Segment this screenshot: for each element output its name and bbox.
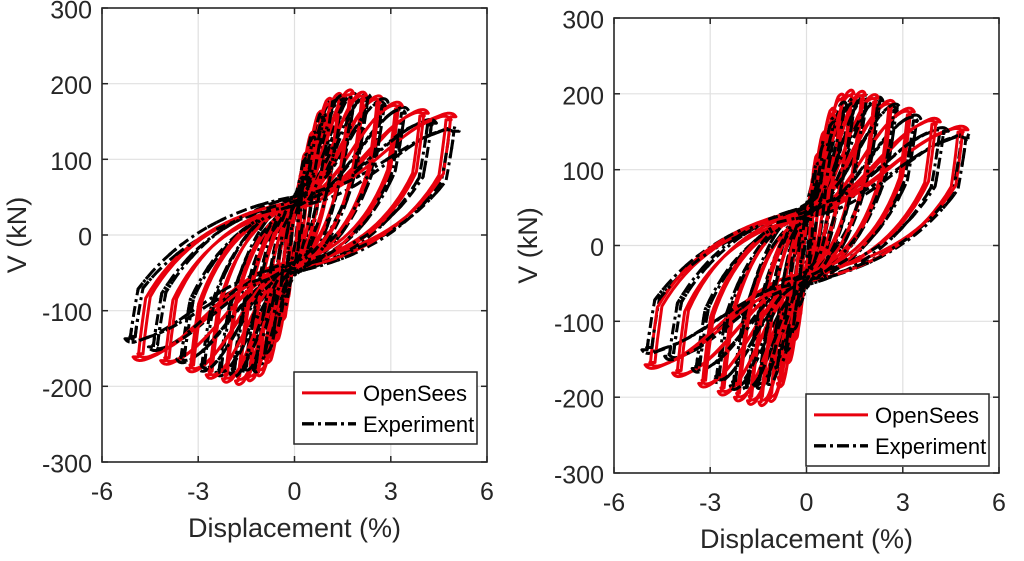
svg-text:-200: -200 xyxy=(42,375,92,403)
svg-text:0: 0 xyxy=(78,224,92,252)
svg-text:3: 3 xyxy=(384,478,398,506)
svg-text:-6: -6 xyxy=(603,489,625,517)
svg-text:OpenSees: OpenSees xyxy=(875,403,979,428)
svg-text:Experiment: Experiment xyxy=(363,412,474,437)
svg-text:3: 3 xyxy=(896,489,910,517)
svg-text:6: 6 xyxy=(480,478,494,506)
svg-text:-6: -6 xyxy=(91,478,113,506)
svg-text:200: 200 xyxy=(50,72,92,100)
svg-text:-100: -100 xyxy=(554,310,604,338)
svg-text:-3: -3 xyxy=(187,478,209,506)
svg-text:Experiment: Experiment xyxy=(875,434,986,459)
svg-text:OpenSees: OpenSees xyxy=(363,381,467,406)
svg-text:300: 300 xyxy=(562,7,604,35)
svg-text:0: 0 xyxy=(590,234,604,262)
svg-text:-100: -100 xyxy=(42,299,92,327)
svg-text:0: 0 xyxy=(800,489,814,517)
svg-text:100: 100 xyxy=(50,148,92,176)
svg-text:V (kN): V (kN) xyxy=(2,197,32,274)
svg-text:0: 0 xyxy=(288,478,302,506)
svg-text:Displacement (%): Displacement (%) xyxy=(700,524,913,554)
svg-text:-300: -300 xyxy=(42,451,92,479)
svg-text:200: 200 xyxy=(562,82,604,110)
svg-text:100: 100 xyxy=(562,158,604,186)
svg-text:6: 6 xyxy=(992,489,1006,517)
svg-text:300: 300 xyxy=(50,0,92,25)
svg-text:Displacement (%): Displacement (%) xyxy=(188,513,401,543)
svg-text:-200: -200 xyxy=(554,386,604,414)
svg-text:-3: -3 xyxy=(699,489,721,517)
svg-text:V (kN): V (kN) xyxy=(513,207,543,284)
svg-text:-300: -300 xyxy=(554,462,604,490)
